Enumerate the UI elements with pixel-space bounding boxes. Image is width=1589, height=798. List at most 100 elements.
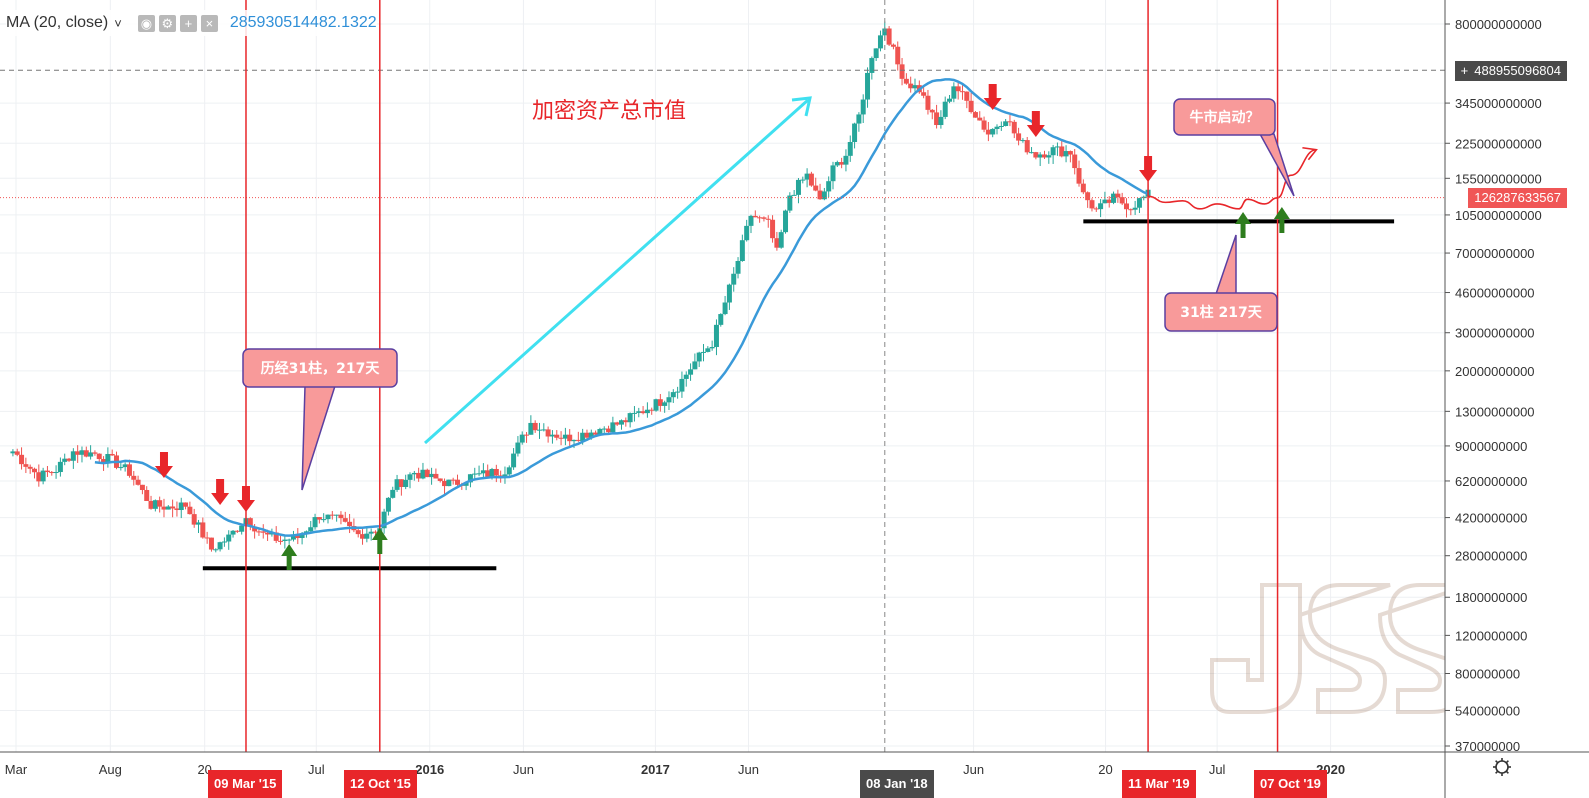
plus-icon[interactable]: + [179,14,197,32]
candle-body [433,473,439,479]
candle-body [463,482,469,486]
candle-body [873,48,879,59]
candle-body [536,429,542,431]
candle-body [696,352,702,362]
candle-body [921,92,927,96]
candle-body [580,432,586,441]
candle-body [502,474,508,476]
down-arrow-icon [236,486,255,512]
candle-body [403,479,409,487]
candle-body [489,468,495,477]
close-icon[interactable]: × [200,14,218,32]
gear-icon[interactable] [1493,758,1511,776]
price-tick-label: 30000000000 [1455,326,1535,341]
price-tick-label: 13000000000 [1455,404,1535,419]
candle-body [23,464,29,467]
candle-body [588,432,594,438]
candle-body [1024,140,1030,153]
date-marker-label-5: 07 Oct '19 [1254,770,1327,798]
candle-body [364,533,370,539]
price-tick-label: 20000000000 [1455,364,1535,379]
candle-body [951,86,957,99]
candle-body [938,116,944,126]
candle-body [722,302,728,315]
callout-right-bottom: 31柱 217天 [1164,234,1278,332]
candle-body [757,217,763,219]
candle-body [161,506,167,510]
candle-body [1020,140,1026,142]
candle-body [701,351,707,353]
candle-body [1076,168,1082,184]
ma-line [94,78,1149,537]
candle-body [1132,207,1138,210]
candle-body [446,479,452,487]
cyan-arrowhead [791,96,812,117]
down-arrow-icon [1139,156,1158,182]
price-tick-label: 70000000000 [1455,246,1535,261]
candle-body [800,179,806,181]
candle-body [40,470,46,482]
candle-body [998,125,1004,127]
callout-text: 历经31柱，217天 [261,360,381,377]
candle-body [610,422,616,433]
candle-body [1093,208,1099,210]
candle-body [316,517,322,520]
candle-body [347,521,353,527]
candle-body [1111,193,1117,203]
price-tick-label: 225000000000 [1455,136,1542,151]
candle-body [131,475,137,480]
callout-right-top: 牛市启动？ [1173,98,1295,197]
indicator-name[interactable]: MA (20, close) [6,14,109,31]
candle-body [498,475,504,477]
candle-body [852,123,858,143]
candle-body [791,194,797,196]
candle-body [385,497,391,512]
price-tick-label: 345000000000 [1455,96,1542,111]
eye-icon[interactable]: ◉ [137,14,155,32]
candle-body [178,502,184,511]
time-tick-label: Mar [5,762,28,777]
candle-body [653,399,659,411]
candle-body [640,411,646,414]
callout-box [1173,98,1276,136]
candle-body [1029,152,1035,154]
candle-body [450,479,456,481]
callout-left: 历经31柱，217天 [242,348,398,491]
candle-body [575,439,581,441]
candle-body [528,422,534,435]
candle-body [726,284,732,303]
up-arrow-icon [281,544,298,570]
candle-body [19,454,25,465]
candle-body [1041,154,1047,158]
candle-body [454,479,460,485]
support-lines [202,219,1395,571]
candle-body [36,472,42,482]
candle-body [1085,192,1091,201]
plus-icon[interactable]: + [1460,63,1469,78]
chevron-down-icon[interactable]: ˅ [114,15,122,31]
candle-body [420,469,426,479]
candle-body [66,458,72,461]
candle-body [515,442,521,454]
candle-body [942,101,948,117]
indicator-value: 285930514482.1322 [229,14,377,31]
candle-body [597,429,603,435]
price-tick-label: 6200000000 [1455,474,1527,489]
candle-body [843,155,849,165]
chart-title: 加密资产总市值 [532,99,686,124]
up-arrow-icon [371,528,388,554]
candle-body [260,531,266,533]
candle-body [44,470,50,473]
current-price: 126287633567 [1474,190,1561,205]
candle-body [437,478,443,481]
gear-icon[interactable]: ⚙ [158,14,176,32]
candle-body [519,434,525,443]
candle-body [144,490,150,501]
candle-body [877,35,883,49]
candle-body [959,91,965,93]
candle-body [239,525,245,532]
candle-body [1089,200,1095,209]
candle-body [424,469,430,478]
candle-body [713,324,719,348]
